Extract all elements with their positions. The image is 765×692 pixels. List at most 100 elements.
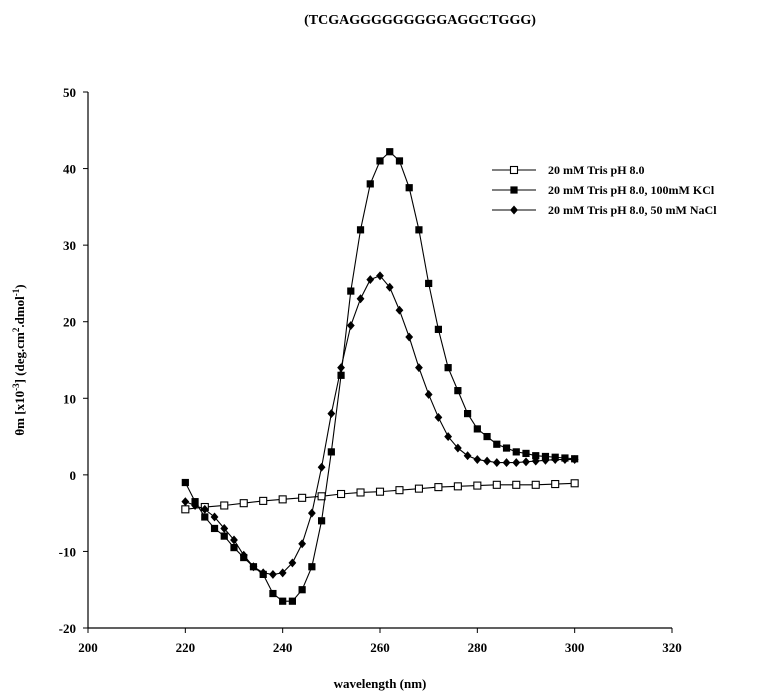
- data-point: [434, 483, 443, 492]
- data-point: [493, 440, 501, 448]
- x-tick-label: 220: [176, 640, 196, 655]
- data-point: [570, 455, 579, 464]
- data-point: [181, 505, 190, 514]
- data-point: [531, 480, 540, 489]
- data-point: [356, 294, 365, 304]
- data-point: [444, 432, 453, 442]
- data-point: [492, 480, 501, 489]
- data-point: [298, 539, 307, 549]
- data-point: [531, 456, 540, 466]
- data-point: [259, 568, 268, 578]
- data-point: [522, 449, 530, 458]
- data-point: [454, 387, 462, 395]
- data-point: [317, 462, 326, 472]
- data-point: [395, 486, 404, 495]
- legend-item: 20 mM Tris pH 8.0: [492, 163, 645, 177]
- legend-marker: [510, 186, 518, 194]
- x-tick-label: 240: [273, 640, 293, 655]
- chart-title: (TCGAGGGGGGGGGAGGCTGGG): [304, 13, 536, 28]
- y-tick-label: -20: [59, 621, 76, 636]
- data-point: [453, 482, 462, 491]
- legend-label: 20 mM Tris pH 8.0, 50 mM NaCl: [548, 203, 717, 217]
- data-point: [269, 589, 277, 598]
- data-point: [210, 524, 219, 533]
- data-point: [375, 487, 385, 496]
- legend-label: 20 mM Tris pH 8.0, 100mM KCl: [548, 183, 715, 197]
- series-1: [181, 479, 579, 514]
- data-point: [327, 409, 336, 419]
- legend: 20 mM Tris pH 8.0 20 mM Tris pH 8.0, 100m…: [492, 163, 717, 217]
- data-point: [541, 455, 550, 465]
- legend-item: 20 mM Tris pH 8.0, 50 mM NaCl: [492, 203, 717, 217]
- y-tick-label: 30: [63, 238, 76, 253]
- data-point: [278, 568, 287, 578]
- data-point: [415, 363, 423, 373]
- data-point: [434, 412, 443, 422]
- data-point: [337, 371, 345, 379]
- y-tick-label: 40: [63, 162, 76, 177]
- x-tick-label: 320: [662, 640, 682, 655]
- data-point: [366, 275, 375, 285]
- data-point: [347, 287, 355, 295]
- data-point: [366, 180, 374, 188]
- data-point: [230, 544, 238, 552]
- x-tick-label: 260: [370, 640, 390, 655]
- data-point: [502, 458, 511, 468]
- data-point: [512, 458, 521, 468]
- data-point: [386, 148, 394, 156]
- y-tick-label: 0: [70, 468, 77, 483]
- data-point: [249, 562, 258, 572]
- data-point: [239, 499, 248, 508]
- series-2: [181, 148, 579, 605]
- y-tick-label: -10: [59, 544, 76, 559]
- data-point: [230, 535, 238, 545]
- data-point: [298, 493, 307, 502]
- data-point: [317, 492, 326, 501]
- data-point: [483, 456, 491, 466]
- data-point: [308, 563, 316, 571]
- data-point: [492, 458, 501, 468]
- series-3: [181, 271, 579, 579]
- data-point: [444, 364, 452, 372]
- data-point: [561, 455, 569, 464]
- data-point: [570, 479, 579, 488]
- data-point: [395, 157, 404, 165]
- data-point: [317, 517, 326, 525]
- data-point: [483, 432, 491, 441]
- series-line: [184, 150, 575, 602]
- series-layer: [181, 148, 579, 605]
- data-point: [405, 332, 414, 342]
- data-point: [181, 497, 190, 507]
- y-tick-label: 50: [63, 85, 76, 100]
- data-point: [337, 489, 346, 499]
- data-point: [288, 558, 297, 568]
- data-point: [415, 226, 423, 234]
- data-point: [512, 480, 521, 489]
- data-point: [385, 282, 394, 292]
- legend-item: 20 mM Tris pH 8.0, 100mM KCl: [492, 183, 715, 197]
- data-point: [201, 513, 209, 521]
- data-point: [337, 363, 345, 373]
- x-axis-label: wavelength (nm): [334, 676, 427, 691]
- data-point: [220, 524, 229, 533]
- data-point: [210, 512, 219, 522]
- data-point: [395, 305, 404, 315]
- data-point: [424, 390, 433, 399]
- data-point: [414, 484, 423, 493]
- data-point: [473, 455, 482, 464]
- data-point: [376, 271, 384, 281]
- data-point: [346, 321, 355, 330]
- legend-label: 20 mM Tris pH 8.0: [548, 163, 645, 177]
- data-point: [356, 488, 365, 497]
- data-point: [551, 455, 560, 464]
- legend-marker: [509, 165, 519, 175]
- y-tick-label: 20: [63, 315, 76, 330]
- data-point: [279, 597, 287, 605]
- data-point: [473, 481, 482, 490]
- data-point: [220, 532, 228, 540]
- x-tick-label: 300: [565, 640, 585, 655]
- data-point: [425, 279, 433, 288]
- data-point: [473, 425, 481, 433]
- data-point: [191, 501, 199, 510]
